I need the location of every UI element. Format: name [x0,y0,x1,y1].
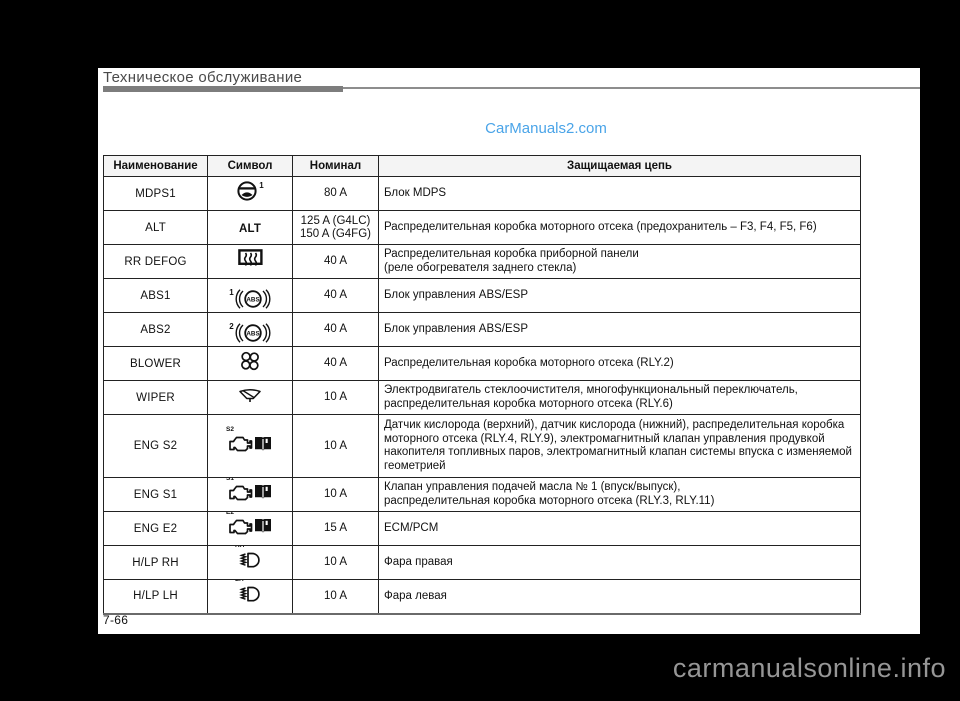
protected-circuit: Фара левая [378,579,861,615]
protected-circuit: Фара правая [378,545,861,580]
fuse-name: RR DEFOG [103,244,208,279]
symbol-superscript: 1 [259,181,264,190]
fuse-symbol-cell: 1 [207,176,293,211]
book-icon [255,436,271,450]
protected-circuit: Клапан управления подачей масла № 1 (впу… [378,477,861,512]
fuse-name: H/LP LH [103,579,208,615]
col-header-symbol: Символ [207,155,293,177]
wiper-icon [239,388,261,402]
protected-circuit: Электродвигатель стеклоочистителя, много… [378,380,861,415]
fuse-rating: 40 A [292,278,379,313]
section-title: Техническое обслуживание [103,69,303,86]
table-row-mdps1: MDPS1 1 80 A Блок MDPS [103,176,861,211]
table-row-hlp-rh: H/LP RH RH 10 A Фара правая [103,545,861,580]
manual-page: Техническое обслуживание CarManuals2.com… [98,68,920,634]
table-row-hlp-lh: H/LP LH LH 10 A Фара левая [103,579,861,615]
table-row-blower: BLOWER 40 A Распреде [103,346,861,381]
fuse-name: ABS1 [103,278,208,313]
fuse-rating: 40 A [292,312,379,347]
fan-icon [241,351,259,371]
fuse-rating: 10 A [292,579,379,615]
col-header-name: Наименование [103,155,208,177]
title-underline-bar [103,86,343,92]
fuse-rating: 10 A [292,477,379,512]
protected-circuit: Блок управления ABS/ESP [378,278,861,313]
protected-circuit: Датчик кислорода (верхний), датчик кисло… [378,414,861,478]
fuse-rating: 80 A [292,176,379,211]
header-rule [343,87,920,89]
fuse-table: Наименование Символ Номинал Защищаемая ц… [103,155,861,615]
protected-circuit: Блок управления ABS/ESP [378,312,861,347]
table-header-row: Наименование Символ Номинал Защищаемая ц… [103,155,861,177]
fuse-name: MDPS1 [103,176,208,211]
fuse-symbol-cell [207,380,293,415]
table-row-wiper: WIPER 10 A Электродвигатель стеклоочисти… [103,380,861,415]
watermark-bottom: carmanualsonline.info [672,653,946,683]
protected-circuit: Распределительная коробка моторного отсе… [378,210,861,245]
svg-text:ABS: ABS [246,330,259,337]
fuse-symbol-cell: 1 ABS [207,278,293,313]
protected-circuit: Распределительная коробка моторного отсе… [378,346,861,381]
abs-icon: ABS [235,322,271,343]
fuse-name: ENG E2 [103,511,208,546]
fuse-name: BLOWER [103,346,208,381]
book-icon [255,485,271,499]
fuse-rating: 15 A [292,511,379,546]
symbol-superscript: LH [235,581,244,583]
fuse-symbol-cell: E2 [207,511,293,546]
protected-circuit: Распределительная коробка приборной пане… [378,244,861,279]
fuse-rating: 40 A [292,244,379,279]
rear-defrost-icon [237,249,263,266]
fuse-symbol-cell: 2 ABS [207,312,293,347]
fuse-rating: 125 A (G4LC) 150 A (G4FG) [292,210,379,245]
watermark-top: CarManuals2.com [485,120,607,137]
fuse-symbol-cell: LH [207,579,293,615]
abs-icon: ABS [235,288,271,309]
table-row-abs1: ABS1 1 ABS 40 A Б [103,278,861,313]
fuse-symbol-cell [207,346,293,381]
symbol-superscript: 1 [229,287,234,297]
fuse-symbol-cell [207,244,293,279]
table-row-abs2: ABS2 2 ABS 40 A Б [103,312,861,347]
symbol-superscript: S2 [226,426,234,433]
table-row-eng-e2: ENG E2 E2 15 A ECM/P [103,511,861,546]
fuse-rating: 10 A [292,380,379,415]
fuse-name: ENG S1 [103,477,208,512]
fuse-rating: 10 A [292,545,379,580]
fuse-name: ALT [103,210,208,245]
symbol-superscript: 2 [229,321,234,331]
fuse-symbol-cell: S1 [207,477,293,512]
fuse-name: ENG S2 [103,414,208,478]
fuse-name: WIPER [103,380,208,415]
table-row-eng-s1: ENG S1 S1 10 A Клапа [103,477,861,512]
col-header-circuit: Защищаемая цепь [378,155,861,177]
fuse-name: ABS2 [103,312,208,347]
alternator-symbol-label: ALT [238,222,262,235]
engine-icon [229,519,253,534]
protected-circuit: ECM/PCM [378,511,861,546]
page-number: 7-66 [103,613,129,627]
col-header-rating: Номинал [292,155,379,177]
book-icon [255,519,271,533]
fuse-symbol-cell: ALT [207,210,293,245]
fuse-symbol-cell: S2 [207,414,293,478]
table-row-rr-defog: RR DEFOG 40 A Распределительная коробка … [103,244,861,279]
fuse-rating: 10 A [292,414,379,478]
engine-icon [229,485,253,500]
symbol-superscript: S1 [226,477,234,482]
svg-text:ABS: ABS [246,296,259,303]
headlamp-icon [239,586,260,602]
fuse-symbol-cell: RH [207,545,293,580]
symbol-superscript: E2 [226,511,234,516]
fuse-rating: 40 A [292,346,379,381]
fuse-name: H/LP RH [103,545,208,580]
table-row-alt: ALT ALT 125 A (G4LC) 150 A (G4FG) Распре… [103,210,861,245]
steering-wheel-icon [237,181,257,201]
table-row-eng-s2: ENG S2 S2 10 A Датчи [103,414,861,478]
engine-icon [229,436,253,452]
headlamp-icon [239,552,260,568]
symbol-superscript: RH [235,545,245,550]
protected-circuit: Блок MDPS [378,176,861,211]
